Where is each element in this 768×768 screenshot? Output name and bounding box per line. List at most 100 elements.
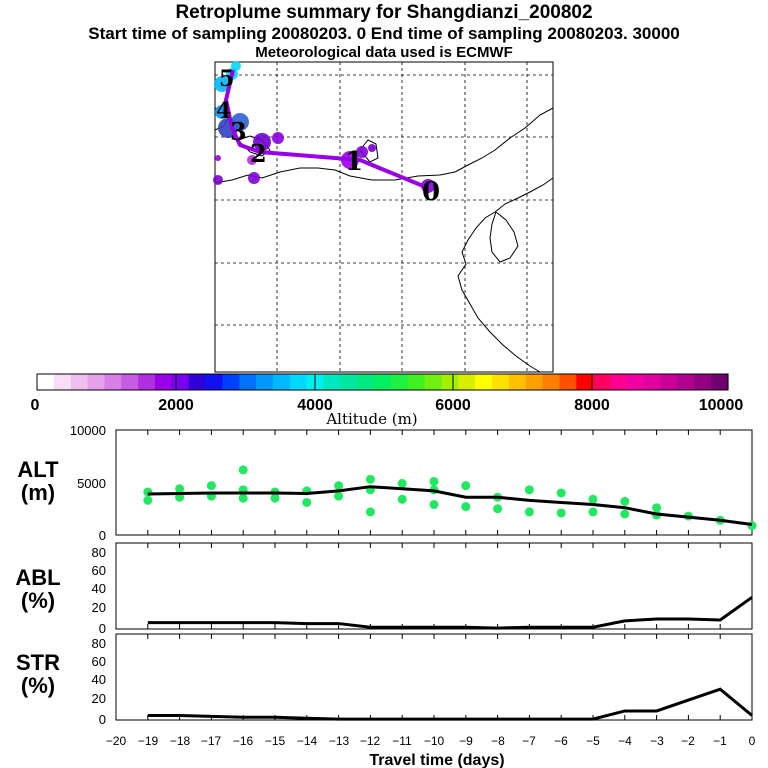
alt-scatter-point (493, 504, 503, 514)
x-tick-label: −14 (297, 734, 318, 748)
day-label-0: 0 (422, 177, 440, 207)
colorbar-swatch (256, 374, 274, 390)
str-tick: 40 (92, 672, 106, 687)
alt-tick: 10000 (70, 423, 106, 438)
str-series-line (147, 687, 753, 721)
plume-cluster (214, 76, 230, 92)
colorbar-swatch (492, 374, 510, 390)
alt-scatter-point (461, 481, 471, 491)
alt-scatter-point (365, 474, 375, 484)
lake-outline (237, 135, 271, 157)
abl-tick: 60 (92, 563, 106, 578)
alt-scatter-point (175, 484, 185, 494)
alt-scatter-point (652, 503, 662, 513)
met-data-note: Meteorological data used is ECMWF (255, 44, 513, 61)
colorbar-swatch (525, 374, 544, 390)
alt-y-ticks: 10000 5000 0 (70, 423, 106, 543)
colorbar-tick: 10000 (699, 397, 744, 414)
plume-cluster (253, 133, 271, 151)
str-panel-unit: (%) (21, 673, 55, 698)
alt-scatter-point (238, 465, 248, 475)
abl-series-line (147, 596, 753, 630)
abl-plot (147, 596, 753, 630)
x-tick-label: −4 (618, 734, 632, 748)
alt-scatter-point (556, 508, 566, 518)
alt-series-line (147, 485, 753, 526)
colorbar-swatch (222, 374, 240, 390)
colorbar-swatch (694, 374, 712, 390)
x-tick-label: −13 (329, 734, 350, 748)
str-tick: 20 (92, 691, 106, 706)
x-tick-label: −11 (392, 734, 412, 748)
alt-scatter-point (524, 485, 534, 495)
colorbar-swatch (542, 374, 561, 390)
day-label-2: 2 (250, 139, 267, 168)
colorbar-swatch (458, 374, 476, 390)
colorbar-swatch (53, 374, 72, 390)
x-tick-marks (115, 430, 753, 720)
x-tick-label: −8 (491, 734, 505, 748)
alt-scatter-point (334, 481, 344, 491)
day-label-5: 5 (219, 66, 234, 92)
coastline (454, 107, 554, 173)
x-tick-label: −1 (713, 734, 727, 748)
x-tick-label: −19 (138, 734, 159, 748)
alt-scatter-point (397, 494, 407, 504)
colorbar-tick: 0 (31, 397, 40, 414)
alt-scatter-point (461, 502, 471, 512)
alt-scatter-point (620, 496, 630, 506)
colorbar-frame (36, 373, 729, 391)
x-tick-label: −3 (650, 734, 664, 748)
alt-scatter-point (302, 497, 312, 507)
colorbar-swatch (559, 374, 577, 390)
x-tick-label: 0 (749, 734, 756, 748)
colorbar-swatch (660, 374, 679, 390)
alt-scatter-point (429, 500, 439, 510)
colorbar-swatch (340, 374, 358, 390)
colorbar-swatch (374, 374, 392, 390)
plume-cluster (213, 175, 223, 185)
str-tick: 80 (92, 636, 106, 651)
colorbar-swatch (475, 374, 493, 390)
plume-cluster (356, 146, 368, 158)
colorbar-tick: 6000 (435, 397, 471, 414)
colorbar-swatch (357, 374, 375, 390)
alt-scatter-point (556, 488, 566, 498)
plume-cluster (368, 144, 376, 152)
alt-scatter-point (588, 507, 598, 517)
abl-tick: 20 (92, 600, 106, 615)
colorbar-tick: 2000 (158, 397, 194, 414)
colorbar-swatch (643, 374, 662, 390)
plume-cluster (231, 61, 241, 71)
day-label-1: 1 (345, 147, 363, 177)
x-tick-label: −9 (459, 734, 473, 748)
x-tick-label: −16 (233, 734, 254, 748)
plume-cluster (215, 155, 221, 161)
alt-scatter-point (365, 507, 375, 517)
x-tick-label: −12 (360, 734, 381, 748)
lake-outline (359, 139, 379, 163)
alt-scatter-point (206, 481, 216, 491)
colorbar-tick: 4000 (297, 397, 333, 414)
day-label-4: 4 (216, 98, 231, 124)
colorbar-swatch (87, 374, 106, 390)
alt-scatter-point (238, 493, 248, 503)
colorbar-swatch (104, 374, 122, 390)
colorbar-ticks: 0 2000 4000 6000 8000 10000 (31, 397, 744, 414)
alt-scatter-point (334, 491, 344, 501)
colorbar-swatch (289, 374, 308, 390)
colorbar-swatch (205, 374, 223, 390)
colorbar-swatch (272, 374, 291, 390)
alt-scatter-point (620, 509, 630, 519)
colorbar-swatch (508, 374, 527, 390)
x-tick-label: −20 (106, 734, 127, 748)
map-frame (214, 61, 554, 373)
alt-plot (143, 465, 757, 531)
x-tick-labels: −20 −19 −18 −17 −16 −15 −14 −13 −12 −11 … (106, 734, 756, 748)
str-y-ticks: 80 60 40 20 0 (92, 636, 106, 727)
str-panel-label: STR (16, 650, 60, 675)
x-tick-label: −2 (681, 734, 695, 748)
plume-cluster (215, 105, 229, 119)
abl-panel-label: ABL (15, 565, 60, 590)
